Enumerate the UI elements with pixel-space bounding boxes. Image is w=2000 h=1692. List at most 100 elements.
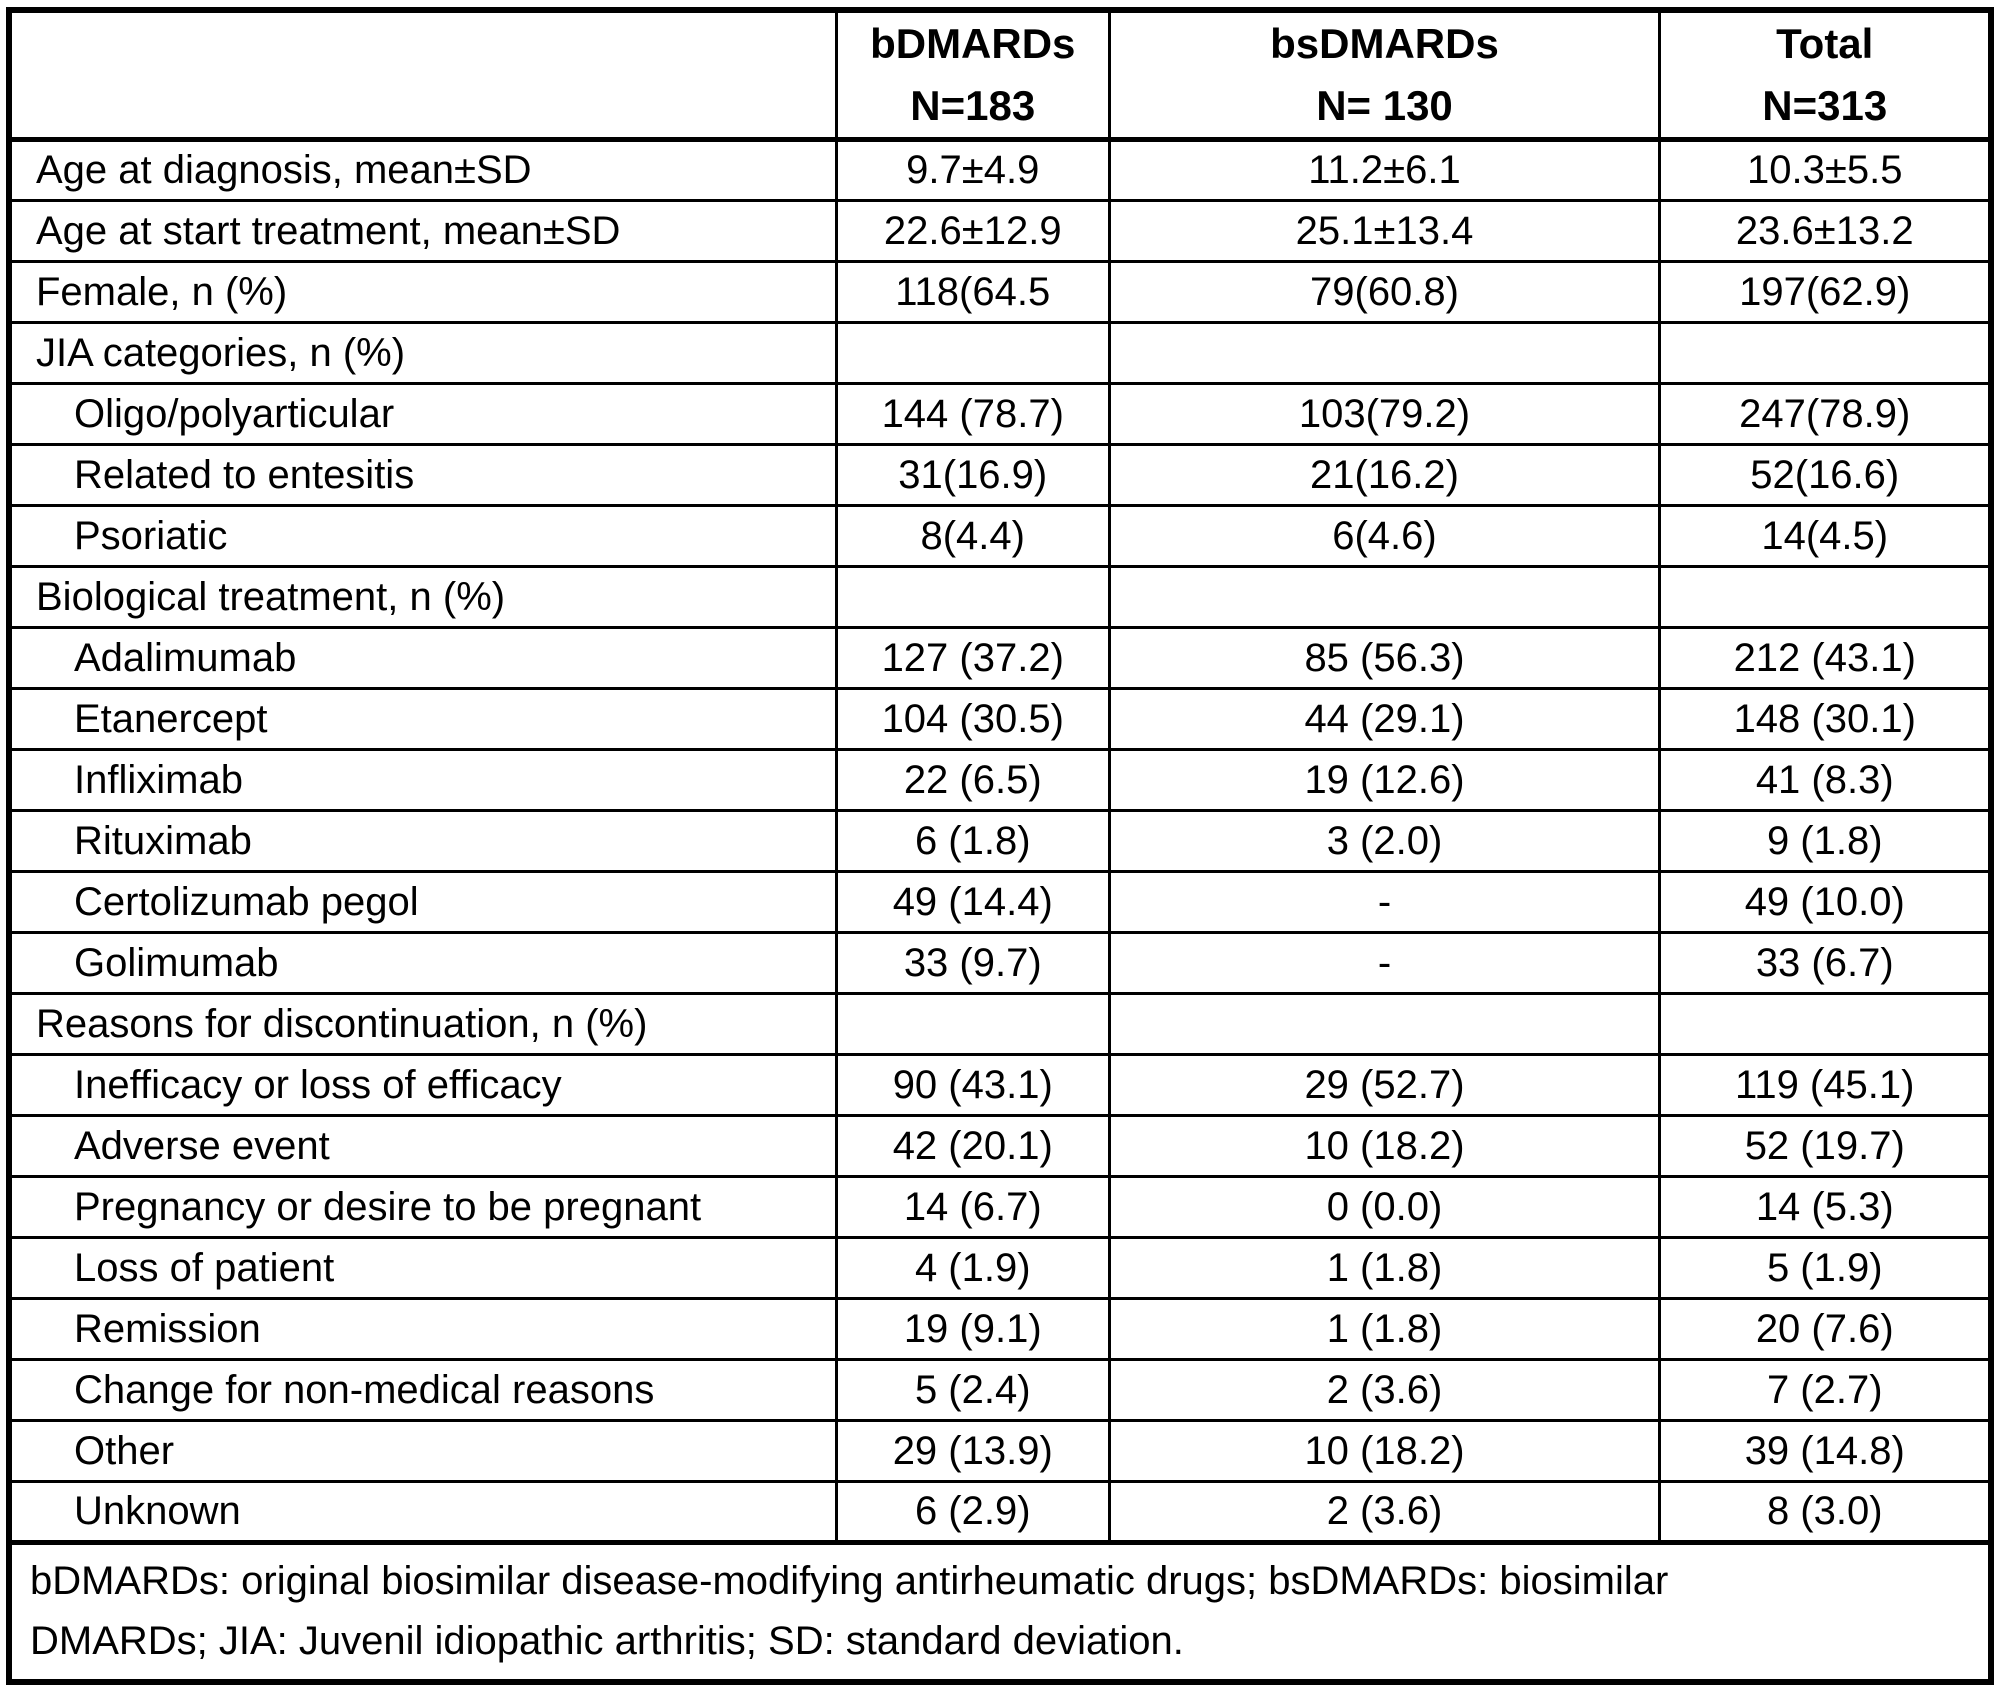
value-cell: 52 (19.7): [1658, 1114, 1993, 1178]
row-label: Pregnancy or desire to be pregnant: [7, 1175, 838, 1239]
value-cell: 52(16.6): [1658, 443, 1993, 507]
table-row: Remission 19 (9.1) 1 (1.8) 20 (7.6): [7, 1297, 1993, 1361]
value-cell: 90 (43.1): [834, 1053, 1111, 1117]
header-row: bDMARDs N=183 bsDMARDs N= 130 Total N=31…: [7, 8, 1993, 142]
column-n: N=183: [910, 82, 1036, 129]
footnote-line: bDMARDs: original biosimilar disease-mod…: [30, 1559, 1669, 1603]
value-cell: 14 (5.3): [1658, 1175, 1993, 1239]
row-label: Oligo/polyarticular: [7, 382, 838, 446]
value-cell: 7 (2.7): [1658, 1358, 1993, 1422]
row-label: Infliximab: [7, 748, 838, 812]
row-label: Loss of patient: [7, 1236, 838, 1300]
row-label: Change for non-medical reasons: [7, 1358, 838, 1422]
row-label: Related to entesitis: [7, 443, 838, 507]
footnote-cell: bDMARDs: original biosimilar disease-mod…: [7, 1540, 1993, 1684]
value-cell: 22 (6.5): [834, 748, 1111, 812]
value-cell: 6 (1.8): [834, 809, 1111, 873]
value-cell: 5 (2.4): [834, 1358, 1111, 1422]
value-cell: 11.2±6.1: [1107, 138, 1662, 202]
row-label: Adverse event: [7, 1114, 838, 1178]
value-cell: 39 (14.8): [1658, 1419, 1993, 1483]
table-row: Reasons for discontinuation, n (%): [7, 992, 1993, 1056]
value-cell: 104 (30.5): [834, 687, 1111, 751]
value-cell: 103(79.2): [1107, 382, 1662, 446]
footnote-row: bDMARDs: original biosimilar disease-mod…: [7, 1540, 1993, 1684]
table-row: Golimumab 33 (9.7) -33 (6.7): [7, 931, 1993, 995]
value-cell: 29 (13.9): [834, 1419, 1111, 1483]
value-cell: 49 (10.0): [1658, 870, 1993, 934]
column-n: N=313: [1762, 82, 1888, 129]
header-col-total: Total N=313: [1658, 8, 1993, 142]
table-row: Unknown 6 (2.9) 2 (3.6) 8 (3.0): [7, 1480, 1993, 1544]
value-cell: 2 (3.6): [1107, 1358, 1662, 1422]
table-row: Psoriatic 8(4.4) 6(4.6) 14(4.5): [7, 504, 1993, 568]
value-cell: 33 (9.7): [834, 931, 1111, 995]
value-cell: [834, 992, 1111, 1056]
row-label: Adalimumab: [7, 626, 838, 690]
value-cell: 247(78.9): [1658, 382, 1993, 446]
value-cell: 6(4.6): [1107, 504, 1662, 568]
row-label: Golimumab: [7, 931, 838, 995]
value-cell: 212 (43.1): [1658, 626, 1993, 690]
row-label: Other: [7, 1419, 838, 1483]
value-cell: 118(64.5: [834, 260, 1111, 324]
value-cell: 20 (7.6): [1658, 1297, 1993, 1361]
table-row: Other 29 (13.9) 10 (18.2) 39 (14.8): [7, 1419, 1993, 1483]
row-label: Inefficacy or loss of efficacy: [7, 1053, 838, 1117]
footnote-line: DMARDs; JIA: Juvenil idiopathic arthriti…: [30, 1619, 1184, 1663]
table-row: Age at start treatment, mean±SD 22.6±12.9…: [7, 199, 1993, 263]
row-label: Certolizumab pegol: [7, 870, 838, 934]
column-title: bsDMARDs: [1270, 20, 1499, 67]
value-cell: 10 (18.2): [1107, 1419, 1662, 1483]
row-label: Age at start treatment, mean±SD: [7, 199, 838, 263]
value-cell: 41 (8.3): [1658, 748, 1993, 812]
patient-characteristics-table: bDMARDs N=183 bsDMARDs N= 130 Total N=31…: [6, 7, 1994, 1685]
value-cell: 10 (18.2): [1107, 1114, 1662, 1178]
table-row: Certolizumab pegol 49 (14.4) -49 (10.0): [7, 870, 1993, 934]
value-cell: 14 (6.7): [834, 1175, 1111, 1239]
value-cell: 8 (3.0): [1658, 1480, 1993, 1544]
row-label: Female, n (%): [7, 260, 838, 324]
table-row: Infliximab 22 (6.5) 19 (12.6) 41 (8.3): [7, 748, 1993, 812]
row-label: Psoriatic: [7, 504, 838, 568]
value-cell: 9 (1.8): [1658, 809, 1993, 873]
value-cell: 31(16.9): [834, 443, 1111, 507]
value-cell: [1658, 321, 1993, 385]
table-row: Oligo/polyarticular 144 (78.7) 103(79.2) 24…: [7, 382, 1993, 446]
table-row: JIA categories, n (%): [7, 321, 1993, 385]
value-cell: 2 (3.6): [1107, 1480, 1662, 1544]
value-cell: 25.1±13.4: [1107, 199, 1662, 263]
value-cell: 197(62.9): [1658, 260, 1993, 324]
value-cell: -: [1107, 931, 1662, 995]
header-empty-cell: [7, 8, 838, 142]
value-cell: 33 (6.7): [1658, 931, 1993, 995]
table-row: Inefficacy or loss of efficacy 90 (43.1) 2…: [7, 1053, 1993, 1117]
row-label: Etanercept: [7, 687, 838, 751]
value-cell: 79(60.8): [1107, 260, 1662, 324]
value-cell: 10.3±5.5: [1658, 138, 1993, 202]
table-row: Female, n (%) 118(64.5 79(60.8) 197(62.9): [7, 260, 1993, 324]
value-cell: [1107, 321, 1662, 385]
table-row: Adalimumab 127 (37.2) 85 (56.3) 212 (43.1): [7, 626, 1993, 690]
value-cell: 42 (20.1): [834, 1114, 1111, 1178]
value-cell: 148 (30.1): [1658, 687, 1993, 751]
value-cell: [1658, 565, 1993, 629]
table-row: Adverse event 42 (20.1) 10 (18.2) 52 (19.7): [7, 1114, 1993, 1178]
value-cell: 1 (1.8): [1107, 1297, 1662, 1361]
value-cell: 19 (9.1): [834, 1297, 1111, 1361]
table-row: Age at diagnosis, mean±SD 9.7±4.9 11.2±6.1…: [7, 138, 1993, 202]
value-cell: 3 (2.0): [1107, 809, 1662, 873]
row-label: JIA categories, n (%): [7, 321, 838, 385]
value-cell: [1107, 992, 1662, 1056]
value-cell: -: [1107, 870, 1662, 934]
row-label: Age at diagnosis, mean±SD: [7, 138, 838, 202]
row-label: Remission: [7, 1297, 838, 1361]
value-cell: 14(4.5): [1658, 504, 1993, 568]
value-cell: 1 (1.8): [1107, 1236, 1662, 1300]
value-cell: 49 (14.4): [834, 870, 1111, 934]
value-cell: [834, 565, 1111, 629]
value-cell: [1658, 992, 1993, 1056]
table-row: Related to entesitis 31(16.9) 21(16.2) 52(1…: [7, 443, 1993, 507]
value-cell: 8(4.4): [834, 504, 1111, 568]
